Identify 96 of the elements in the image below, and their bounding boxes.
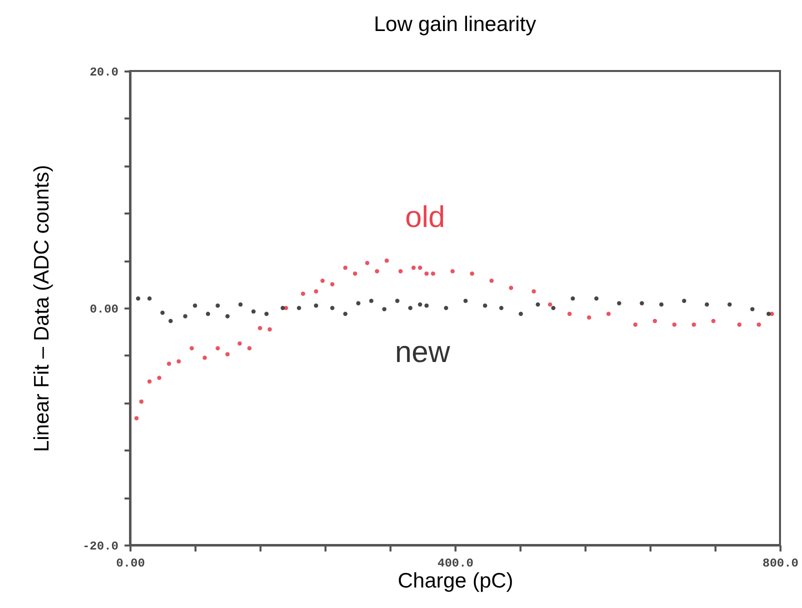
point bbox=[300, 292, 306, 296]
point bbox=[411, 266, 416, 270]
point bbox=[532, 289, 536, 294]
point bbox=[737, 322, 742, 327]
point bbox=[280, 306, 285, 310]
point bbox=[682, 298, 686, 304]
point bbox=[330, 282, 334, 286]
point bbox=[251, 309, 256, 314]
series-label: old bbox=[405, 200, 446, 234]
point bbox=[296, 306, 302, 310]
point bbox=[365, 260, 370, 266]
point bbox=[147, 379, 152, 384]
point bbox=[728, 302, 732, 307]
x-axis-title: Charge (pC) bbox=[398, 570, 514, 592]
point bbox=[408, 306, 412, 310]
point bbox=[330, 306, 334, 310]
point bbox=[463, 298, 468, 304]
point bbox=[548, 302, 552, 307]
x-tick-label: 800.0 bbox=[762, 556, 799, 570]
point bbox=[225, 314, 230, 318]
point bbox=[258, 326, 262, 330]
point bbox=[216, 304, 220, 308]
point bbox=[352, 272, 358, 276]
point bbox=[659, 302, 664, 307]
point bbox=[551, 306, 556, 310]
x-tick-label: 400.0 bbox=[437, 556, 474, 570]
point bbox=[586, 315, 592, 320]
point bbox=[766, 312, 771, 316]
point bbox=[470, 272, 474, 276]
point bbox=[640, 301, 644, 306]
y-tick-label: 20.0 bbox=[90, 66, 118, 80]
point bbox=[508, 286, 514, 290]
point bbox=[430, 272, 436, 276]
point bbox=[398, 269, 403, 274]
point bbox=[450, 269, 455, 274]
point bbox=[424, 304, 429, 308]
point bbox=[225, 352, 230, 356]
point bbox=[320, 278, 325, 283]
point bbox=[190, 346, 194, 350]
point bbox=[192, 304, 198, 308]
point bbox=[489, 278, 494, 283]
point bbox=[418, 302, 422, 307]
point bbox=[356, 301, 360, 306]
point bbox=[395, 298, 400, 304]
point bbox=[183, 314, 188, 318]
point bbox=[499, 306, 504, 310]
point bbox=[606, 312, 611, 316]
point bbox=[374, 269, 380, 274]
point bbox=[594, 296, 598, 301]
point bbox=[617, 301, 622, 306]
point bbox=[147, 296, 152, 301]
point bbox=[750, 307, 754, 312]
point bbox=[418, 266, 422, 270]
point bbox=[369, 298, 374, 304]
point bbox=[157, 376, 162, 380]
point bbox=[384, 258, 389, 263]
point bbox=[424, 272, 429, 276]
point bbox=[692, 322, 696, 327]
y-tick-label: 0.00 bbox=[90, 302, 118, 316]
point bbox=[314, 304, 318, 308]
y-axis-title: Linear Fit – Data (ADC counts) bbox=[30, 164, 54, 452]
point bbox=[567, 312, 572, 316]
point bbox=[704, 302, 709, 307]
point bbox=[343, 266, 348, 270]
point bbox=[216, 346, 220, 350]
point bbox=[134, 416, 139, 420]
point bbox=[160, 310, 165, 315]
point bbox=[238, 341, 242, 346]
point bbox=[238, 302, 243, 307]
point bbox=[382, 307, 386, 312]
point bbox=[202, 356, 207, 360]
point bbox=[482, 304, 488, 308]
point bbox=[570, 296, 575, 301]
point bbox=[264, 312, 269, 316]
point bbox=[176, 359, 181, 364]
point bbox=[633, 322, 638, 327]
series-label: new bbox=[394, 336, 450, 370]
point bbox=[314, 289, 318, 294]
x-tick-label: 0.00 bbox=[116, 556, 145, 570]
point bbox=[343, 312, 348, 316]
point bbox=[444, 306, 448, 310]
point bbox=[168, 318, 173, 324]
point bbox=[247, 346, 252, 350]
point bbox=[166, 362, 172, 366]
point bbox=[672, 322, 676, 327]
point bbox=[756, 322, 761, 327]
point bbox=[206, 312, 210, 316]
point bbox=[136, 296, 140, 301]
y-tick-label: -20.0 bbox=[82, 540, 118, 554]
point bbox=[652, 318, 657, 324]
point bbox=[268, 327, 272, 332]
point bbox=[139, 400, 144, 404]
point bbox=[711, 318, 716, 324]
point bbox=[536, 302, 540, 307]
chart-title: Low gain linearity bbox=[374, 13, 537, 36]
point bbox=[518, 312, 523, 316]
